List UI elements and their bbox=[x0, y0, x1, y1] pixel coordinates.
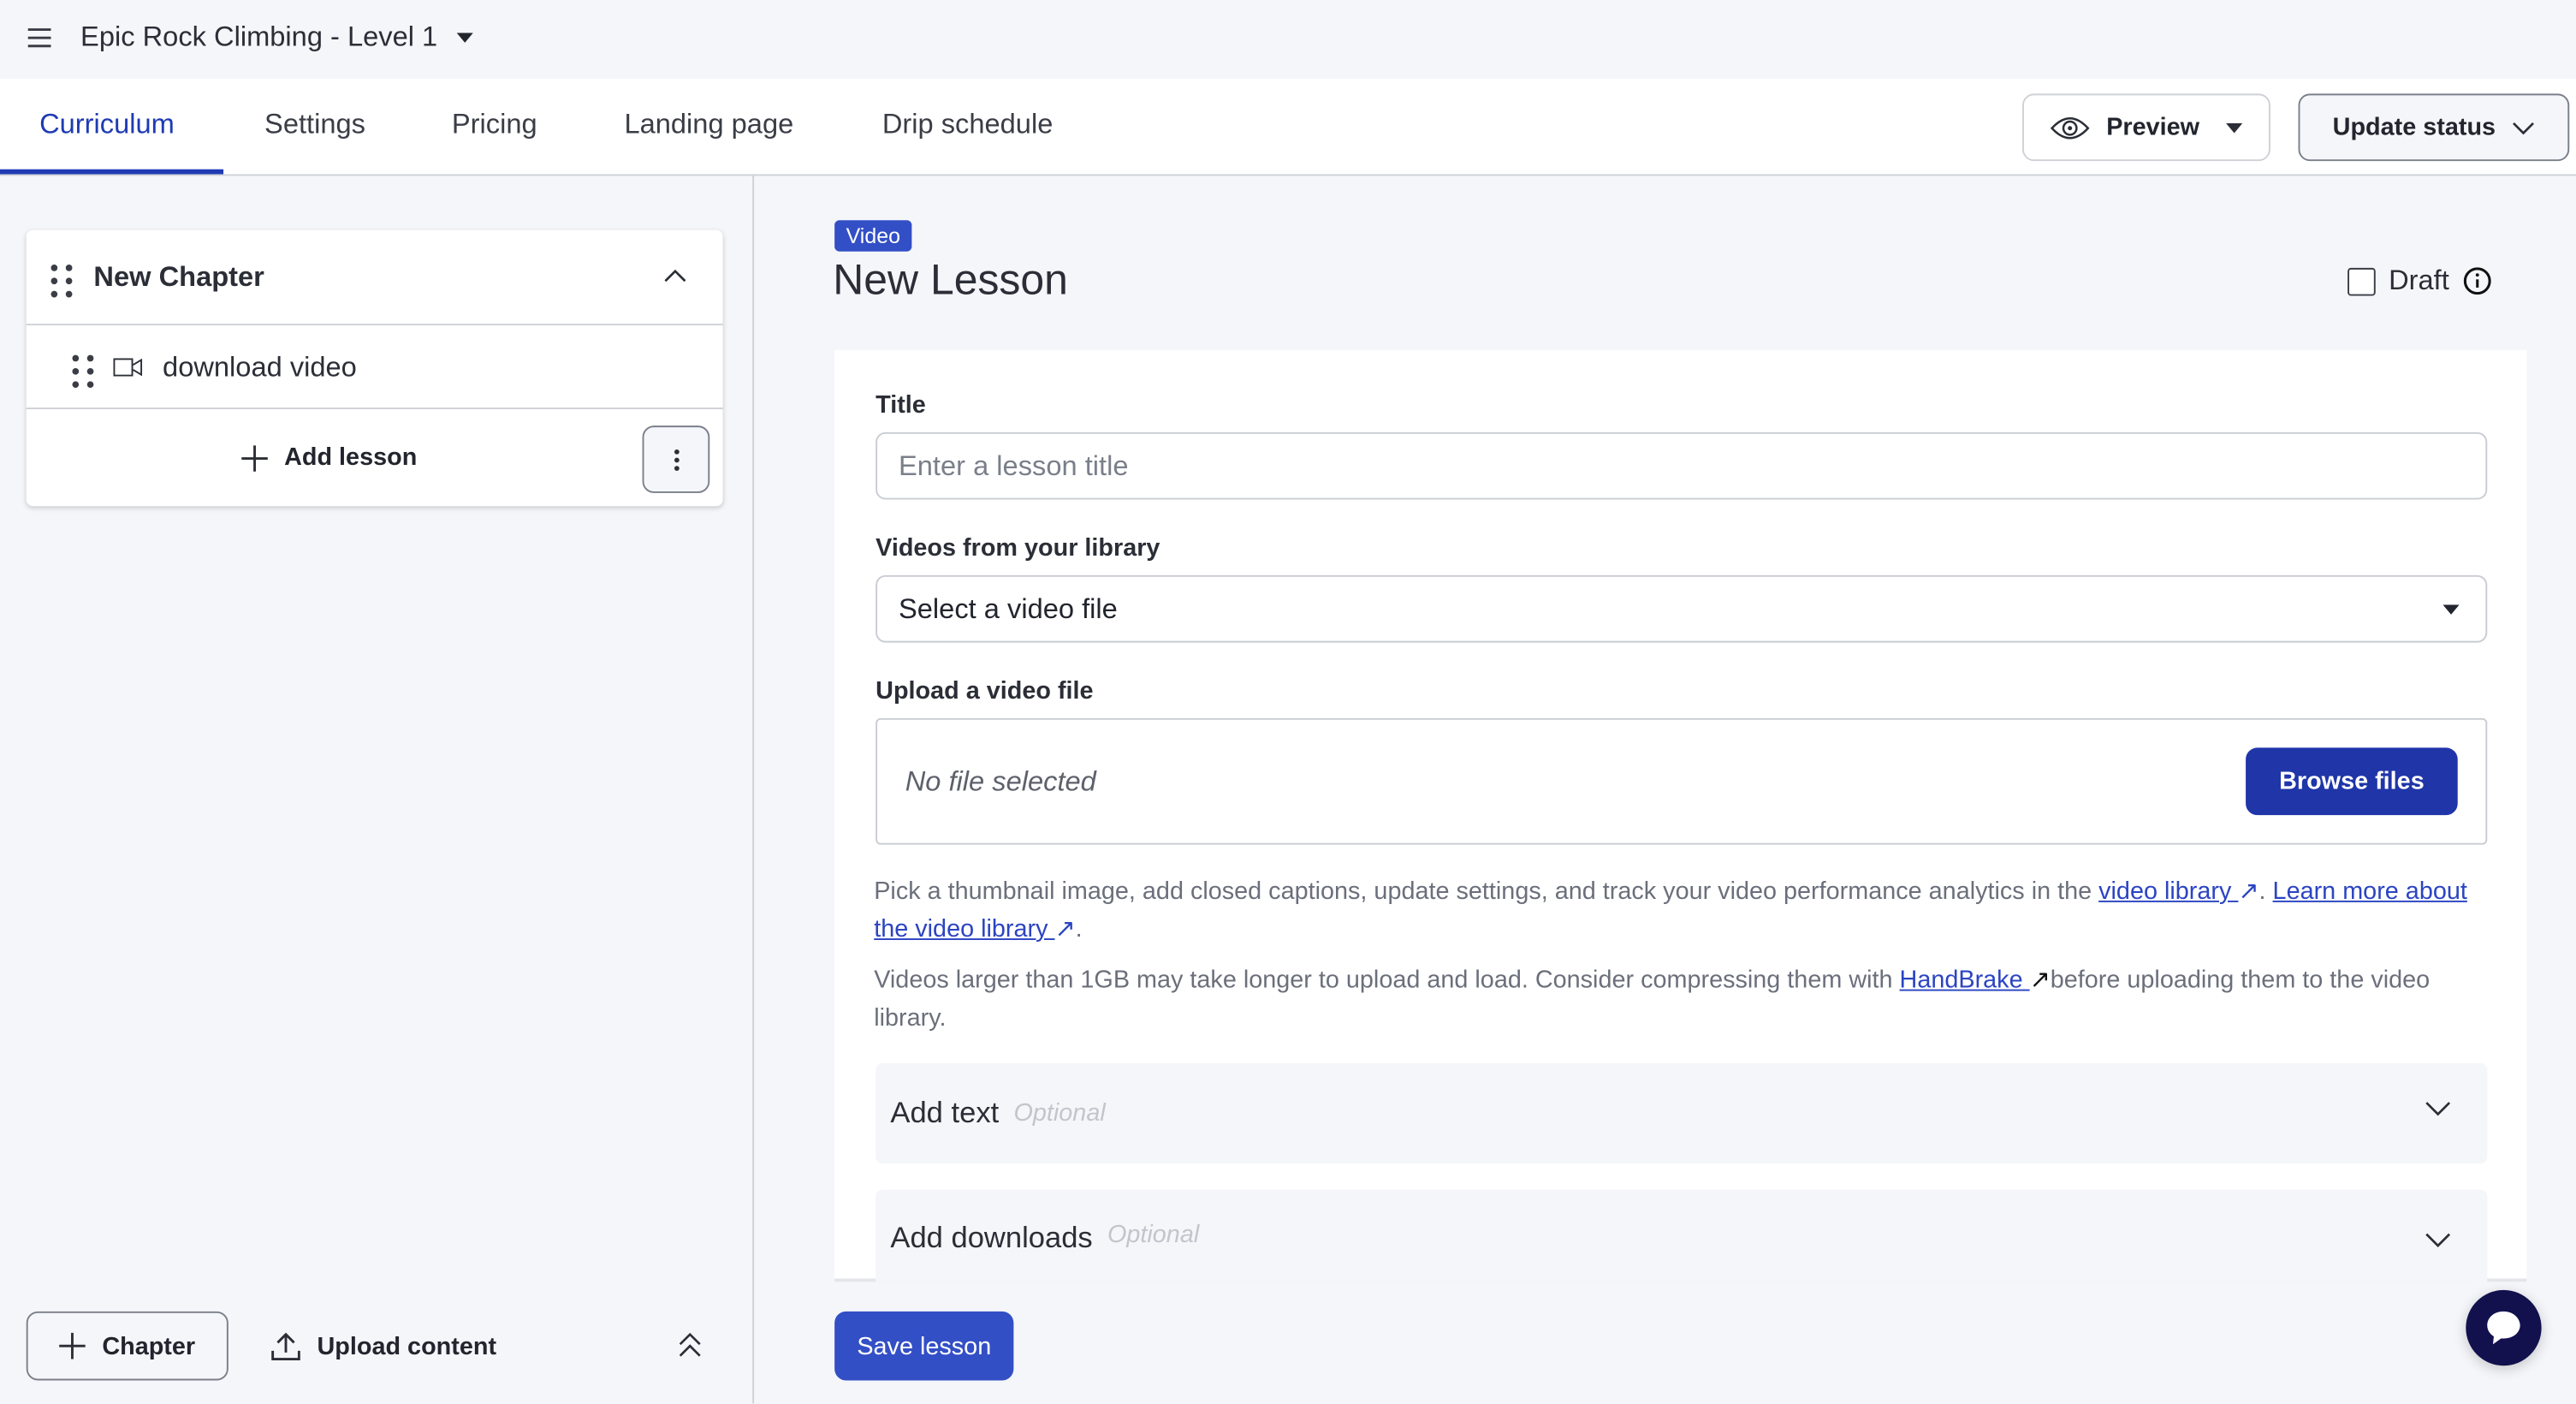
help-text: . bbox=[1075, 915, 1083, 943]
eye-icon bbox=[2051, 116, 2090, 139]
preview-button[interactable]: Preview bbox=[2022, 93, 2270, 162]
library-label: Videos from your library bbox=[875, 533, 1160, 562]
no-file-text: No file selected bbox=[905, 765, 1096, 798]
active-tab-indicator bbox=[0, 169, 224, 175]
tab-landing-page[interactable]: Landing page bbox=[624, 108, 794, 140]
upload-content-label: Upload content bbox=[317, 1331, 497, 1360]
tab-drip-schedule[interactable]: Drip schedule bbox=[881, 108, 1054, 140]
tab-settings[interactable]: Settings bbox=[264, 108, 365, 140]
curriculum-sidebar bbox=[0, 176, 755, 1404]
library-selected-value: Select a video file bbox=[899, 592, 1118, 624]
add-chapter-label: Chapter bbox=[102, 1331, 196, 1360]
upload-dropzone[interactable]: No file selected Browse files bbox=[875, 717, 2488, 845]
drag-handle-icon[interactable] bbox=[50, 265, 73, 298]
caret-down-icon bbox=[2442, 604, 2460, 615]
preview-label: Preview bbox=[2106, 113, 2200, 142]
chat-button[interactable] bbox=[2466, 1289, 2542, 1366]
plus-icon bbox=[59, 1332, 86, 1359]
learn-more-link[interactable]: Learn more about the video library bbox=[874, 878, 2467, 943]
caret-down-icon bbox=[2225, 122, 2242, 133]
video-camera-icon bbox=[113, 358, 143, 377]
caret-down-icon[interactable] bbox=[456, 33, 473, 44]
title-label: Title bbox=[875, 390, 926, 419]
kebab-menu-icon bbox=[674, 449, 679, 471]
video-library-link[interactable]: video library bbox=[2098, 878, 2239, 906]
add-downloads-accordion[interactable]: Add downloads Optional bbox=[875, 1189, 2488, 1282]
help-text: Videos larger than 1GB may take longer t… bbox=[874, 966, 1900, 995]
handbrake-link[interactable]: HandBrake bbox=[1899, 966, 2030, 995]
tab-bar: Curriculum Settings Pricing Landing page… bbox=[0, 79, 2576, 176]
draft-label: Draft bbox=[2389, 265, 2449, 296]
upload-icon bbox=[271, 1332, 300, 1360]
more-options-button[interactable] bbox=[642, 425, 710, 493]
chapter-header[interactable]: New Chapter bbox=[26, 230, 723, 326]
lesson-title[interactable]: download video bbox=[163, 351, 357, 384]
draft-checkbox[interactable] bbox=[2347, 266, 2376, 295]
chat-bubble-icon bbox=[2487, 1311, 2520, 1345]
update-status-label: Update status bbox=[2332, 113, 2496, 142]
chevron-up-icon[interactable] bbox=[664, 269, 687, 283]
chapter-card: New Chapter download video Add lesson bbox=[26, 229, 723, 507]
add-text-accordion[interactable]: Add text Optional bbox=[875, 1062, 2488, 1164]
double-chevron-up-icon[interactable] bbox=[677, 1331, 703, 1358]
hamburger-menu-icon[interactable] bbox=[27, 28, 51, 48]
add-downloads-label: Add downloads bbox=[890, 1221, 1093, 1254]
plus-icon bbox=[241, 444, 268, 471]
upload-content-button[interactable]: Upload content bbox=[271, 1312, 496, 1381]
video-library-select[interactable]: Select a video file bbox=[875, 574, 2488, 643]
video-library-help: Pick a thumbnail image, add closed capti… bbox=[874, 872, 2492, 948]
add-text-label: Add text bbox=[890, 1096, 1000, 1129]
add-lesson-label: Add lesson bbox=[284, 443, 418, 472]
lesson-type-badge: Video bbox=[834, 220, 912, 252]
optional-label: Optional bbox=[1013, 1099, 1106, 1127]
title-input[interactable]: Enter a lesson title bbox=[875, 431, 2488, 500]
save-lesson-button[interactable]: Save lesson bbox=[834, 1311, 1014, 1381]
help-text: Pick a thumbnail image, add closed capti… bbox=[874, 878, 2099, 906]
top-bar: Epic Rock Climbing - Level 1 bbox=[0, 0, 2576, 80]
external-link-icon: ↗ bbox=[1054, 915, 1076, 943]
chevron-down-icon bbox=[2425, 1101, 2451, 1115]
chevron-down-icon bbox=[2425, 1233, 2451, 1247]
browse-files-button[interactable]: Browse files bbox=[2246, 747, 2458, 816]
help-text: before uploading them to the video libra… bbox=[874, 966, 2431, 1032]
chapter-title[interactable]: New Chapter bbox=[93, 261, 264, 293]
lesson-heading: New Lesson bbox=[833, 254, 1068, 305]
tab-curriculum[interactable]: Curriculum bbox=[39, 108, 175, 140]
file-size-help: Videos larger than 1GB may take longer t… bbox=[874, 961, 2492, 1037]
external-link-icon: ↗ bbox=[2238, 878, 2259, 906]
add-lesson-button[interactable]: Add lesson bbox=[241, 443, 417, 472]
add-chapter-button[interactable]: Chapter bbox=[26, 1311, 229, 1381]
tab-pricing[interactable]: Pricing bbox=[451, 108, 537, 140]
info-icon[interactable] bbox=[2462, 266, 2492, 296]
update-status-button[interactable]: Update status bbox=[2298, 93, 2570, 162]
course-title[interactable]: Epic Rock Climbing - Level 1 bbox=[80, 21, 438, 53]
help-text: . bbox=[2258, 878, 2273, 906]
upload-label: Upload a video file bbox=[875, 676, 1094, 705]
optional-label: Optional bbox=[1107, 1221, 1200, 1249]
lesson-item[interactable]: download video bbox=[26, 327, 723, 409]
draft-toggle[interactable]: Draft bbox=[2347, 265, 2492, 297]
drag-handle-icon[interactable] bbox=[72, 354, 94, 389]
external-link-icon: ↗ bbox=[2029, 966, 2051, 995]
chevron-down-icon bbox=[2513, 122, 2535, 134]
